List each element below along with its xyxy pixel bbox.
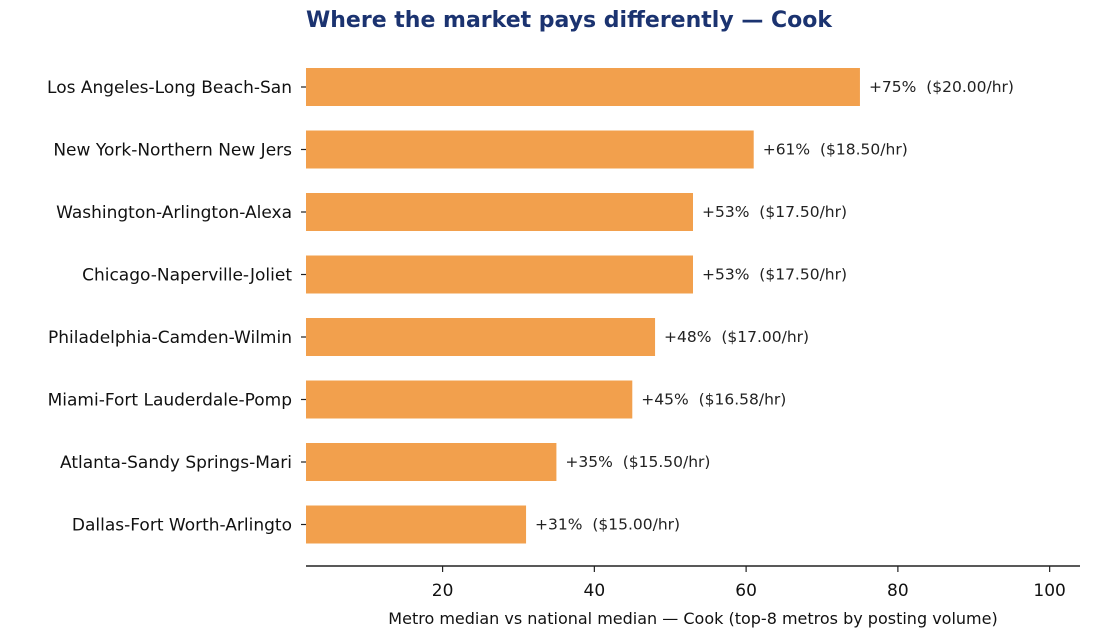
bar: [306, 318, 656, 356]
bar: [306, 505, 527, 544]
bar: [306, 68, 860, 106]
category-label: Los Angeles-Long Beach-San: [47, 78, 292, 98]
data-label: +45% ($16.58/hr): [641, 391, 786, 409]
x-tick-label: 100: [1033, 581, 1065, 601]
x-axis-ticks: 20 40 60 80 100: [432, 566, 1066, 601]
data-label: +53% ($17.50/hr): [702, 203, 847, 221]
data-label: +35% ($15.50/hr): [565, 453, 710, 471]
category-labels: Los Angeles-Long Beach-San New York-North…: [47, 78, 306, 536]
bar: [306, 443, 557, 481]
data-label: +31% ($15.00/hr): [535, 516, 680, 534]
x-tick-label: 80: [887, 581, 909, 601]
chart-title: Where the market pays differently — Cook: [306, 8, 832, 33]
category-label: New York-Northern New Jers: [53, 141, 292, 161]
bars-layer: [306, 68, 860, 544]
x-tick-label: 20: [432, 581, 454, 601]
category-label: Atlanta-Sandy Springs-Mari: [60, 453, 292, 473]
x-tick-label: 60: [735, 581, 757, 601]
data-label: +48% ($17.00/hr): [664, 328, 809, 346]
x-axis-title: Metro median vs national median — Cook (…: [388, 609, 997, 628]
data-label: +53% ($17.50/hr): [702, 266, 847, 284]
bar: [306, 255, 693, 294]
x-tick-label: 40: [584, 581, 606, 601]
bar: [306, 130, 754, 169]
category-label: Miami-Fort Lauderdale-Pomp: [48, 391, 292, 411]
data-labels: +75% ($20.00/hr) +61% ($18.50/hr) +53% ($1…: [535, 78, 1014, 534]
data-label: +61% ($18.50/hr): [763, 141, 908, 159]
bar: [306, 380, 633, 419]
category-label: Washington-Arlington-Alexa: [56, 203, 292, 223]
category-label: Chicago-Naperville-Joliet: [82, 266, 292, 286]
data-label: +75% ($20.00/hr): [869, 78, 1014, 96]
category-label: Dallas-Fort Worth-Arlingto: [72, 516, 292, 536]
category-label: Philadelphia-Camden-Wilmin: [48, 328, 292, 348]
bar: [306, 193, 693, 231]
